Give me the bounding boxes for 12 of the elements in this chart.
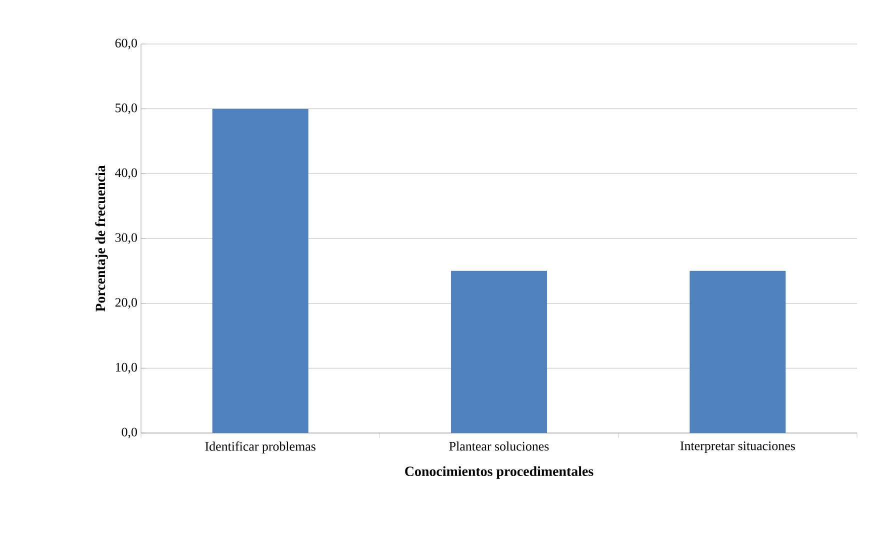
y-tick-label: 50,0: [116, 104, 137, 114]
y-axis-title: Porcentaje de frecuencia: [95, 165, 108, 312]
x-tick-label: Interpretar situaciones: [680, 442, 795, 453]
x-tick-label: Identificar problemas: [205, 442, 316, 454]
y-tick-label: 10,0: [116, 362, 137, 374]
y-tick-label: 40,0: [115, 168, 137, 179]
x-axis-title: Conocimientos procedimentales: [405, 466, 594, 479]
y-tick-label: 60,0: [115, 38, 137, 50]
y-tick-label: 0,0: [122, 428, 137, 438]
y-tick-label: 20,0: [115, 298, 137, 309]
x-tick-label: Plantear soluciones: [449, 442, 549, 451]
y-tick-label: 30,0: [115, 233, 137, 244]
